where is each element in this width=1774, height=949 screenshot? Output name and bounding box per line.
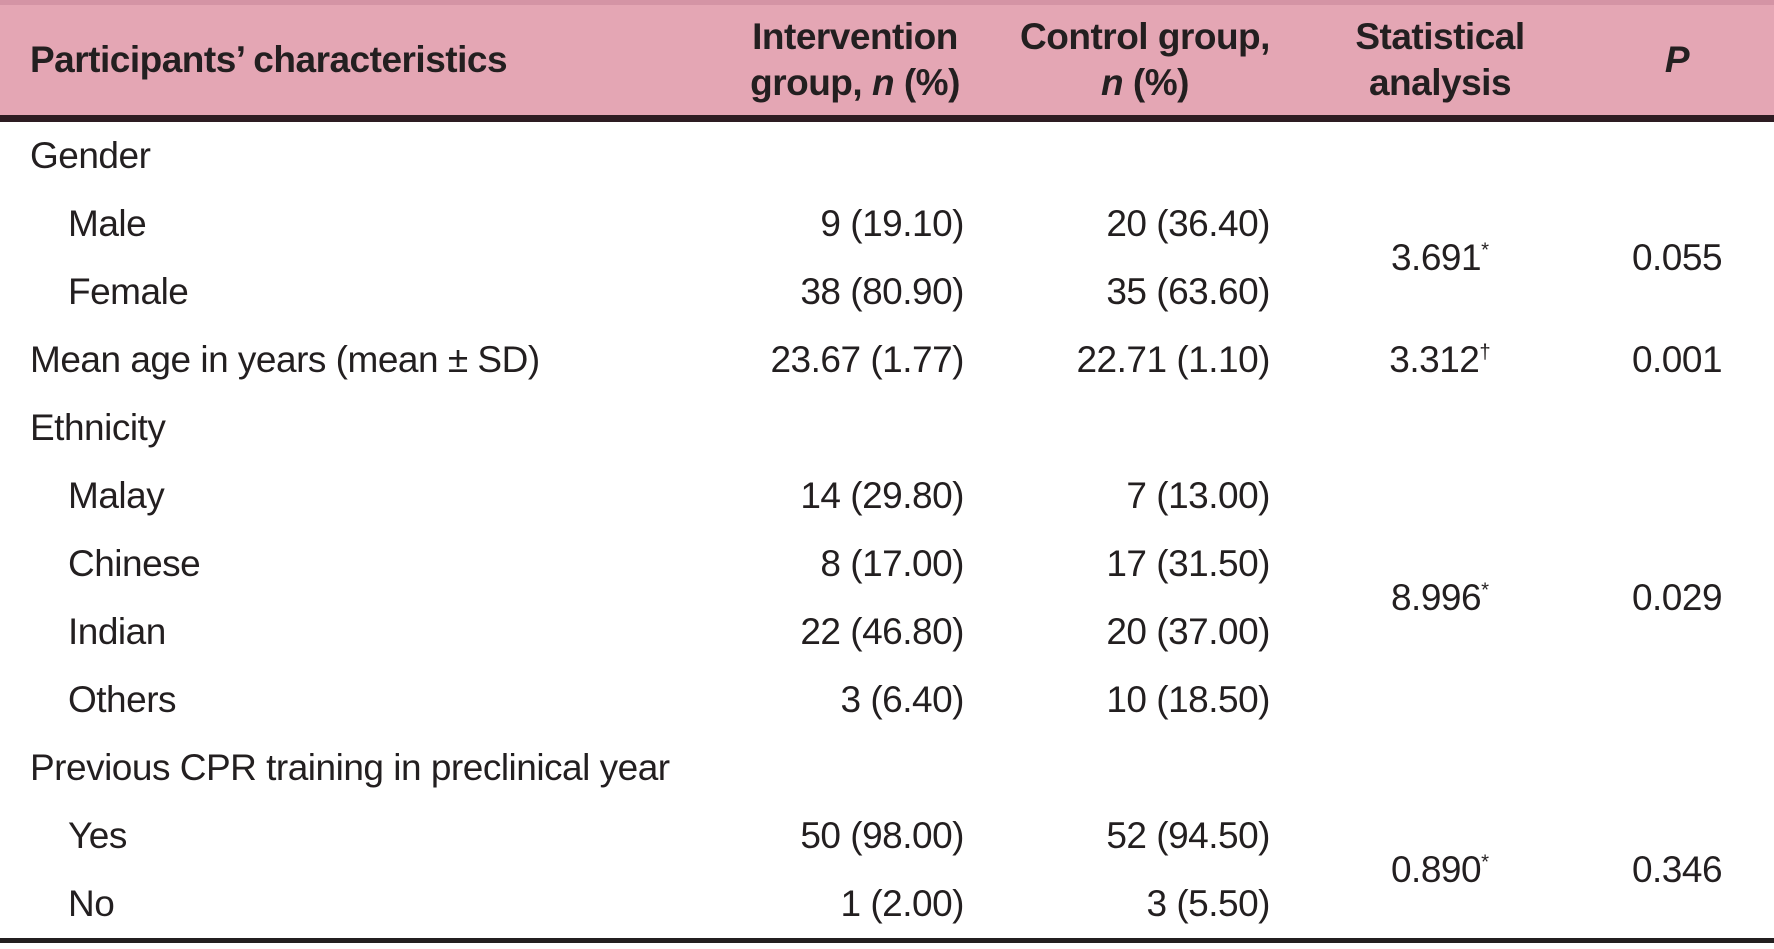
control-value-cell: 20 (36.40): [1106, 203, 1270, 244]
intervention-value-cell: 22 (46.80): [800, 611, 964, 652]
asterisk-superscript: *: [1481, 579, 1489, 602]
dagger-superscript: †: [1479, 341, 1491, 364]
table-header-row: Participants’ characteristics Interventi…: [0, 0, 1774, 122]
p-value-cell: 0.346: [1631, 849, 1723, 890]
data-row-malay: Malay 14 (29.80) 7 (13.00) 8.996* 0.029: [0, 462, 1774, 618]
header-p-value: P: [1580, 0, 1774, 122]
intervention-value-cell: 38 (80.90): [800, 271, 964, 312]
control-value-cell: 35 (63.60): [1106, 271, 1270, 312]
data-row-yes: Yes 50 (98.00) 52 (94.50) 0.890* 0.346: [0, 802, 1774, 890]
data-row-male: Male 9 (19.10) 20 (36.40) 3.691* 0.055: [0, 190, 1774, 278]
empty-cell: [990, 394, 1300, 462]
empty-cell: [1580, 734, 1774, 802]
asterisk-superscript: *: [1481, 851, 1489, 874]
section-row-cpr-training: Previous CPR training in preclinical yea…: [0, 734, 1774, 802]
row-label-cell: Indian: [68, 611, 166, 652]
empty-cell: [1300, 734, 1580, 802]
section-label: Ethnicity: [30, 407, 166, 448]
intervention-value-cell: 14 (29.80): [800, 475, 964, 516]
row-label-cell: Chinese: [68, 543, 201, 584]
row-label-cell: Malay: [68, 475, 165, 516]
control-value-cell: 20 (37.00): [1106, 611, 1270, 652]
control-value-cell: 22.71 (1.10): [1076, 339, 1270, 380]
intervention-value-cell: 9 (19.10): [820, 203, 964, 244]
intervention-value-cell: 1 (2.00): [840, 883, 964, 924]
control-value-cell: 52 (94.50): [1106, 815, 1270, 856]
intervention-value-cell: 50 (98.00): [800, 815, 964, 856]
header-characteristics: Participants’ characteristics: [0, 0, 720, 122]
empty-cell: [1300, 119, 1580, 191]
row-label-cell: No: [68, 883, 115, 924]
stat-value-cell: 0.890*: [1390, 849, 1489, 890]
header-control-group: Control group, n (%): [990, 0, 1300, 122]
empty-cell: [720, 119, 990, 191]
empty-cell: [1580, 394, 1774, 462]
stat-value-cell: 8.996*: [1390, 577, 1489, 618]
intervention-value-cell: 3 (6.40): [840, 679, 964, 720]
p-value-cell: 0.029: [1631, 577, 1723, 618]
header-intervention-group: Intervention group, n (%): [720, 0, 990, 122]
asterisk-superscript: *: [1481, 239, 1489, 262]
p-value-cell: 0.001: [1631, 339, 1723, 380]
section-row-gender: Gender: [0, 119, 1774, 191]
data-row-no: No 1 (2.00) 3 (5.50): [0, 870, 1774, 941]
section-label: Gender: [30, 135, 151, 176]
empty-cell: [720, 734, 990, 802]
empty-cell: [990, 119, 1300, 191]
empty-cell: [1580, 119, 1774, 191]
empty-cell: [1300, 394, 1580, 462]
control-value-cell: 3 (5.50): [1146, 883, 1270, 924]
row-label-cell: Male: [68, 203, 147, 244]
header-control-line1: Control group,: [1020, 15, 1270, 57]
row-label-cell: Mean age in years (mean ± SD): [30, 339, 540, 380]
empty-cell: [720, 394, 990, 462]
row-label-cell: Yes: [68, 815, 127, 856]
row-label-cell: Others: [68, 679, 177, 720]
control-value-cell: 7 (13.00): [1126, 475, 1270, 516]
header-intervention-line2: group, n (%): [750, 62, 960, 103]
section-row-ethnicity: Ethnicity: [0, 394, 1774, 462]
data-row-others: Others 3 (6.40) 10 (18.50): [0, 666, 1774, 734]
data-row-female: Female 38 (80.90) 35 (63.60): [0, 258, 1774, 326]
data-row-mean-age: Mean age in years (mean ± SD) 23.67 (1.7…: [0, 326, 1774, 394]
header-intervention-line1: Intervention: [752, 15, 958, 57]
data-row-chinese: Chinese 8 (17.00) 17 (31.50): [0, 530, 1774, 598]
stat-value-cell: 3.691*: [1390, 237, 1489, 278]
p-value-cell: 0.055: [1631, 237, 1723, 278]
section-label: Previous CPR training in preclinical yea…: [30, 747, 670, 788]
data-row-indian: Indian 22 (46.80) 20 (37.00): [0, 598, 1774, 666]
empty-cell: [990, 734, 1300, 802]
intervention-value-cell: 23.67 (1.77): [770, 339, 964, 380]
stat-value-cell: 3.312†: [1389, 339, 1491, 380]
intervention-value-cell: 8 (17.00): [820, 543, 964, 584]
control-value-cell: 10 (18.50): [1106, 679, 1270, 720]
row-label-cell: Female: [68, 271, 189, 312]
header-statistical-analysis: Statistical analysis: [1300, 0, 1580, 122]
header-control-line2: n (%): [1101, 62, 1189, 103]
control-value-cell: 17 (31.50): [1106, 543, 1270, 584]
